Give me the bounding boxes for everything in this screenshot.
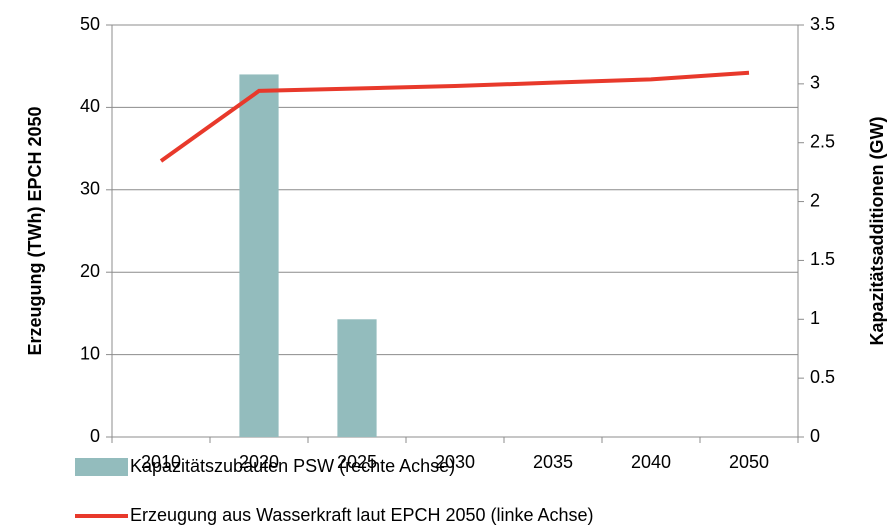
- y2-tick-label: 1: [810, 308, 820, 328]
- y2-tick-label: 2: [810, 190, 820, 210]
- y2-axis-title: Kapazitätsadditionen (GW): [867, 116, 887, 345]
- y2-tick-label: 3: [810, 73, 820, 93]
- y2-tick-label: 0.5: [810, 367, 835, 387]
- legend-label: Kapazitätszubauten PSW (rechte Achse): [130, 456, 455, 476]
- y-tick-label: 10: [80, 343, 100, 363]
- x-tick-label: 2010: [141, 452, 181, 472]
- y-tick-label: 40: [80, 96, 100, 116]
- y-axis-title: Erzeugung (TWh) EPCH 2050: [25, 106, 45, 355]
- y-tick-label: 20: [80, 261, 100, 281]
- bar: [239, 74, 279, 437]
- legend-label: Erzeugung aus Wasserkraft laut EPCH 2050…: [130, 505, 594, 525]
- x-tick-label: 2020: [239, 452, 279, 472]
- y2-tick-label: 2.5: [810, 131, 835, 151]
- line: [159, 70, 750, 163]
- x-tick-label: 2035: [533, 452, 573, 472]
- y2-tick-label: 0: [810, 426, 820, 446]
- legend-swatch: [75, 458, 128, 476]
- y2-tick-label: 3.5: [810, 14, 835, 34]
- x-tick-label: 2040: [631, 452, 671, 472]
- y-tick-label: 30: [80, 179, 100, 199]
- y2-tick-label: 1.5: [810, 249, 835, 269]
- x-tick-label: 2050: [729, 452, 769, 472]
- bar: [337, 319, 377, 437]
- x-tick-label: 2025: [337, 452, 377, 472]
- x-tick-label: 2030: [435, 452, 475, 472]
- y-tick-label: 50: [80, 14, 100, 34]
- y-tick-label: 0: [90, 426, 100, 446]
